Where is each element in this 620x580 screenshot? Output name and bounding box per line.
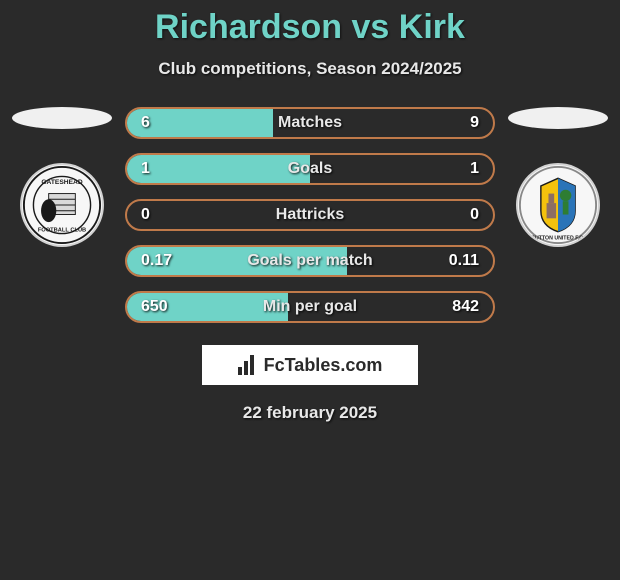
date-text: 22 february 2025 xyxy=(243,403,377,423)
stat-row: 650 Min per goal 842 xyxy=(125,291,495,323)
left-player-silhouette xyxy=(12,107,112,129)
bar-chart-icon xyxy=(238,355,258,375)
stat-left-value: 0.17 xyxy=(141,252,172,270)
subtitle: Club competitions, Season 2024/2025 xyxy=(0,59,620,79)
stat-left-value: 0 xyxy=(141,206,150,224)
stat-left-value: 650 xyxy=(141,298,168,316)
stat-right-value: 0 xyxy=(470,206,479,224)
stat-fill xyxy=(127,155,310,183)
main-row: GATESHEAD FOOTBALL CLUB 6Matches91Goals1… xyxy=(0,107,620,323)
stat-left-value: 1 xyxy=(141,160,150,178)
stats-column: 6 Matches 9 1 Goals 1 0 Hattricks 0 0.17 Goals per… xyxy=(125,107,495,323)
svg-text:FOOTBALL CLUB: FOOTBALL CLUB xyxy=(38,228,86,234)
stat-row: 1 Goals 1 xyxy=(125,153,495,185)
stat-label: Hattricks xyxy=(276,206,344,224)
stat-label: Goals xyxy=(288,160,332,178)
stat-left-value: 6 xyxy=(141,114,150,132)
svg-text:SUTTON UNITED F.C.: SUTTON UNITED F.C. xyxy=(532,235,586,241)
footer: FcTables.com 22 february 2025 xyxy=(0,345,620,423)
right-side-col: SUTTON UNITED F.C. xyxy=(508,107,608,247)
left-side-col: GATESHEAD FOOTBALL CLUB xyxy=(12,107,112,247)
stat-label: Min per goal xyxy=(263,298,357,316)
right-club-crest: SUTTON UNITED F.C. xyxy=(516,163,600,247)
sutton-crest-icon: SUTTON UNITED F.C. xyxy=(518,163,598,247)
page-title: Richardson vs Kirk xyxy=(0,8,620,47)
stat-right-value: 0.11 xyxy=(449,252,479,270)
stat-right-value: 1 xyxy=(470,160,479,178)
right-player-silhouette xyxy=(508,107,608,129)
svg-text:GATESHEAD: GATESHEAD xyxy=(41,179,82,186)
left-club-crest: GATESHEAD FOOTBALL CLUB xyxy=(20,163,104,247)
stat-label: Goals per match xyxy=(247,252,372,270)
stat-right-value: 9 xyxy=(470,114,479,132)
stat-label: Matches xyxy=(278,114,342,132)
logo-text: FcTables.com xyxy=(264,355,383,376)
stat-row: 6 Matches 9 xyxy=(125,107,495,139)
stat-row: 0 Hattricks 0 xyxy=(125,199,495,231)
stat-row: 0.17 Goals per match 0.11 xyxy=(125,245,495,277)
widget-container: Richardson vs Kirk Club competitions, Se… xyxy=(0,0,620,423)
gateshead-crest-icon: GATESHEAD FOOTBALL CLUB xyxy=(22,163,102,247)
stat-right-value: 842 xyxy=(452,298,479,316)
fctables-logo: FcTables.com xyxy=(202,345,418,385)
